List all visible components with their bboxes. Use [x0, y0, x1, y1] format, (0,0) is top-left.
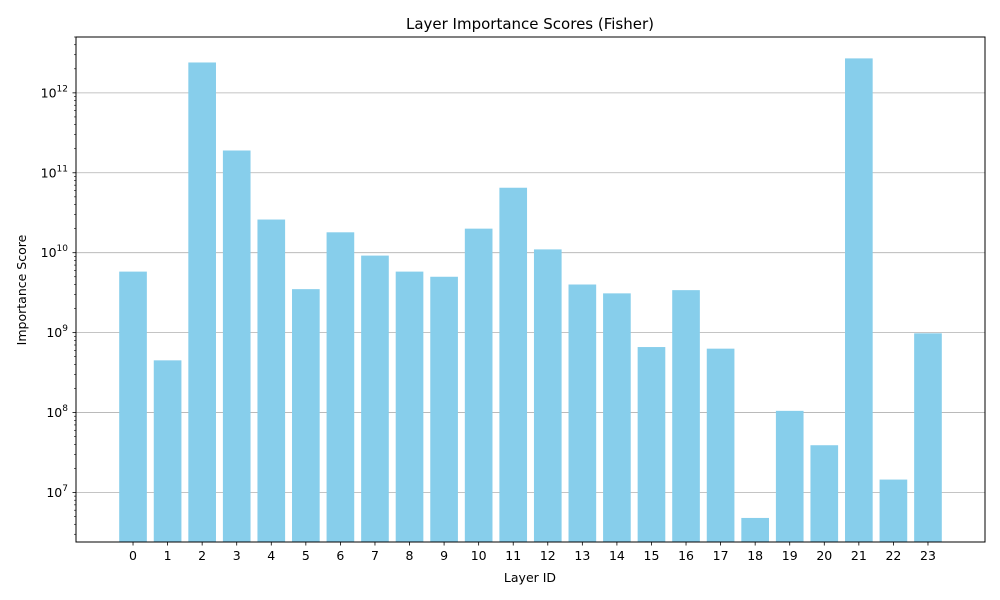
x-tick-label: 12: [540, 548, 556, 563]
y-tick-label: 107: [46, 484, 68, 500]
x-tick-label: 13: [574, 548, 590, 563]
bar-layer-17: [706, 348, 735, 542]
bar-layer-4: [257, 219, 286, 542]
bar-layer-5: [292, 289, 320, 542]
x-tick-label: 8: [406, 548, 414, 563]
y-tick-label: 1012: [41, 84, 68, 100]
x-tick-label: 19: [782, 548, 798, 563]
bars: [119, 58, 942, 543]
x-axis-label: Layer ID: [504, 570, 556, 585]
x-tick-label: 6: [336, 548, 344, 563]
bar-layer-11: [499, 187, 528, 542]
bar-layer-12: [533, 249, 562, 542]
bar-layer-8: [395, 271, 424, 542]
y-axis-label: Importance Score: [14, 234, 29, 345]
x-tick-label: 16: [678, 548, 694, 563]
bar-layer-21: [845, 58, 873, 542]
x-tick-label: 17: [713, 548, 729, 563]
bar-layer-10: [464, 228, 493, 542]
y-axis-ticks: 107 108 109 1010 1011 1012: [41, 36, 76, 535]
bar-layer-20: [810, 445, 839, 542]
bar-layer-3: [222, 150, 251, 543]
x-tick-label: 21: [851, 548, 867, 563]
bar-layer-14: [603, 293, 631, 542]
bar-layer-23: [914, 333, 942, 542]
x-tick-label: 14: [609, 548, 625, 563]
y-tick-label: 108: [46, 404, 68, 420]
bar-layer-7: [361, 255, 389, 542]
bar-layer-18: [741, 517, 769, 542]
x-tick-label: 15: [644, 548, 660, 563]
bar-layer-6: [326, 232, 355, 542]
y-tick-label: 109: [46, 324, 68, 340]
y-tick-label: 1011: [41, 164, 68, 180]
bar-layer-19: [775, 410, 804, 542]
x-tick-label: 23: [920, 548, 936, 563]
bar-layer-15: [637, 347, 666, 542]
x-tick-label: 10: [471, 548, 487, 563]
bar-layer-16: [672, 290, 700, 542]
bar-layer-2: [188, 62, 216, 543]
x-tick-label: 7: [371, 548, 379, 563]
plot-frame: [75, 36, 986, 543]
bar-layer-1: [153, 360, 182, 542]
bar-layer-9: [430, 276, 458, 542]
x-axis-ticks: 0 1 2 3 4 5 6 7 8 9 10 11 12 13 14 15 16 17 18 19 20 21 22 23: [129, 542, 936, 563]
x-tick-label: 9: [440, 548, 448, 563]
x-tick-label: 0: [129, 548, 137, 563]
y-tick-label: 1010: [41, 244, 69, 260]
x-tick-label: 11: [505, 548, 521, 563]
x-tick-label: 5: [302, 548, 310, 563]
bar-layer-13: [568, 284, 597, 542]
x-tick-label: 20: [816, 548, 832, 563]
bar-layer-22: [879, 479, 908, 542]
x-tick-label: 3: [233, 548, 241, 563]
chart-title: Layer Importance Scores (Fisher): [406, 15, 654, 33]
x-tick-label: 22: [885, 548, 901, 563]
x-tick-label: 4: [267, 548, 275, 563]
x-tick-label: 18: [747, 548, 763, 563]
x-tick-label: 1: [164, 548, 172, 563]
x-tick-label: 2: [198, 548, 206, 563]
bar-layer-0: [119, 271, 147, 542]
